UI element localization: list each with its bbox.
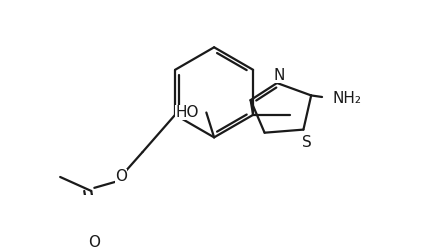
Text: NH₂: NH₂ xyxy=(333,91,362,106)
Text: HO: HO xyxy=(175,105,199,120)
Text: O: O xyxy=(88,235,100,250)
Text: O: O xyxy=(115,170,127,184)
Text: N: N xyxy=(273,68,285,83)
Text: S: S xyxy=(302,134,311,150)
